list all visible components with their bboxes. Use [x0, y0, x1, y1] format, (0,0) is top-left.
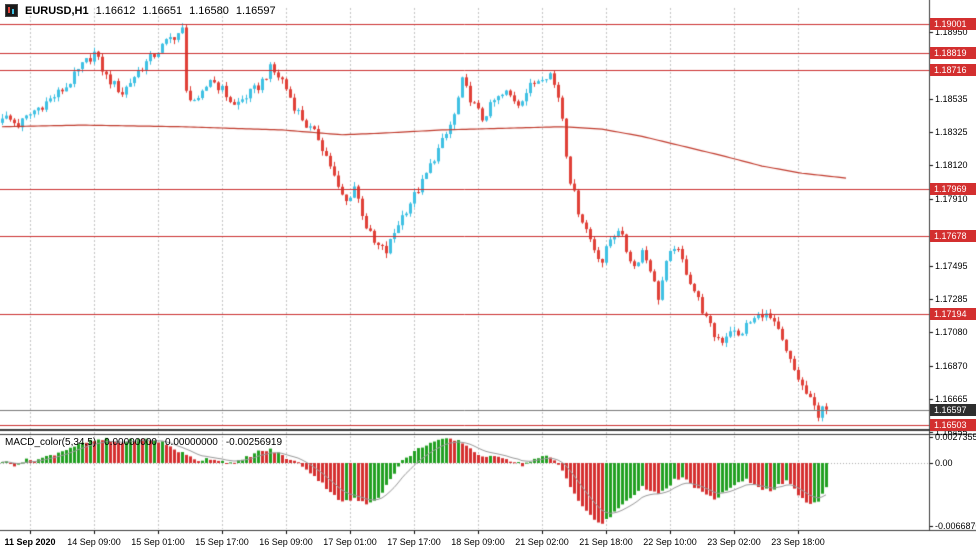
price-axis[interactable]: [929, 0, 976, 531]
chart-header: EURUSD,H1 1.16612 1.16651 1.16580 1.1659…: [5, 4, 276, 17]
ohlc-close: 1.16597: [235, 4, 276, 17]
macd-value-2: 0.00000000: [165, 437, 218, 448]
macd-indicator-header: MACD_color(5,34,5) 0.00000000 0.00000000…: [5, 437, 282, 448]
macd-value-1: 0.00000000: [104, 437, 157, 448]
ohlc-low: 1.16580: [189, 4, 229, 17]
chart-icon: [5, 4, 18, 17]
macd-value-3: -0.00256919: [225, 437, 283, 448]
ohlc-open: 1.16612: [95, 4, 136, 17]
time-axis[interactable]: [0, 531, 976, 559]
ohlc-high: 1.16651: [142, 4, 183, 17]
macd-indicator-label: MACD_color(5,34,5): [5, 437, 97, 448]
symbol-timeframe-label: EURUSD,H1: [25, 4, 89, 17]
